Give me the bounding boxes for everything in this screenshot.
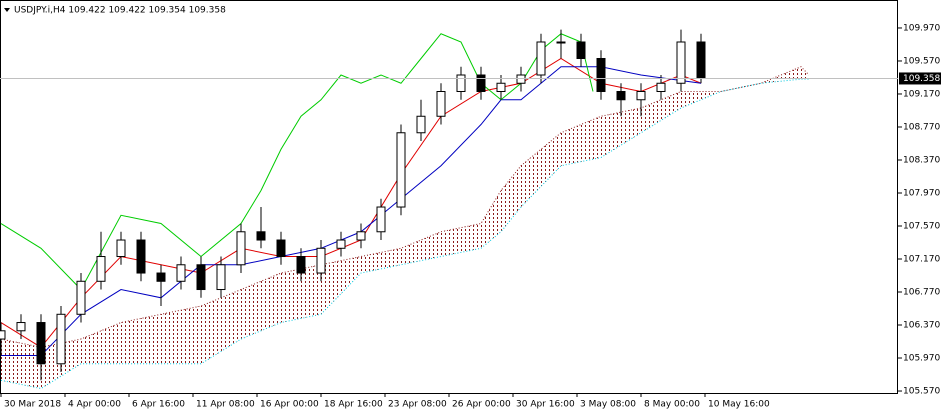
candle-body — [536, 41, 546, 76]
candle-body — [696, 41, 706, 79]
y-tick-label: 107.970 — [903, 188, 940, 198]
candle-body — [576, 41, 586, 60]
menu-arrow — [4, 8, 10, 12]
candle-body — [456, 74, 466, 93]
x-tick-label: 30 Apr 16:00 — [516, 400, 575, 410]
candle-body — [376, 206, 386, 233]
x-tick-label: 26 Apr 00:00 — [452, 400, 511, 410]
cloud-span-a — [0, 66, 810, 348]
candle-body — [416, 115, 426, 134]
current-price-box — [899, 72, 941, 85]
y-tick-label: 108.770 — [903, 122, 940, 132]
cloud-span-b — [0, 78, 809, 390]
candle-body — [636, 91, 646, 101]
y-tick-label: 109.970 — [903, 23, 940, 33]
candle-body — [176, 264, 186, 282]
candle-body — [96, 256, 106, 282]
chart-title: USDJPY.i,H4 109.422 109.422 109.354 109.… — [14, 6, 226, 16]
x-tick-label: 23 Apr 08:00 — [388, 400, 447, 410]
candle-body — [16, 322, 26, 332]
y-tick-label: 109.570 — [903, 56, 940, 66]
cloud-fill — [1, 66, 809, 389]
y-tick-label: 106.370 — [903, 321, 940, 331]
y-tick-label: 107.570 — [903, 221, 940, 231]
y-tick-label: 108.370 — [903, 155, 940, 165]
candle-body — [0, 330, 6, 340]
candle-body — [476, 74, 486, 93]
y-tick-label: 105.970 — [903, 354, 940, 364]
x-tick-label: 3 May 08:00 — [580, 400, 636, 410]
candle-body — [196, 264, 206, 291]
candle-body — [76, 280, 86, 315]
y-tick-label: 106.770 — [903, 288, 940, 298]
x-tick-label: 16 Apr 00:00 — [260, 400, 319, 410]
candle-body — [56, 313, 66, 365]
y-tick-label: 107.170 — [903, 255, 940, 265]
candle-body — [256, 231, 266, 241]
candle-body — [316, 247, 326, 274]
x-tick-label: 10 May 16:00 — [708, 400, 770, 410]
y-tick-label: 109.170 — [903, 89, 940, 99]
candle-body — [336, 239, 346, 249]
candle-body — [136, 239, 146, 274]
x-tick-label: 4 Apr 00:00 — [68, 400, 121, 410]
candle-body — [496, 82, 506, 93]
candle-body — [36, 322, 46, 365]
candle-body — [156, 272, 166, 282]
candle-body — [676, 41, 686, 84]
current-price-label: 109.358 — [903, 74, 940, 84]
x-tick-label: 11 Apr 08:00 — [196, 400, 255, 410]
candle-body — [116, 239, 126, 258]
candle-body — [276, 239, 286, 258]
candle-body — [236, 231, 246, 266]
candle-body — [356, 231, 366, 241]
x-tick-label: 8 May 00:00 — [644, 400, 700, 410]
candle-body — [216, 264, 226, 291]
candle-body — [596, 58, 606, 93]
x-tick-label: 18 Apr 16:00 — [324, 400, 383, 410]
candle-body — [616, 91, 626, 101]
candle-body — [296, 256, 306, 274]
y-tick-label: 105.570 — [903, 387, 940, 397]
candle-body — [396, 132, 406, 208]
candle-body — [516, 74, 526, 84]
x-tick-label: 6 Apr 16:00 — [132, 400, 185, 410]
candle-body — [556, 41, 566, 44]
candle-body — [436, 91, 446, 117]
x-tick-label: 30 Mar 2018 — [4, 400, 61, 410]
candle-body — [656, 82, 666, 93]
